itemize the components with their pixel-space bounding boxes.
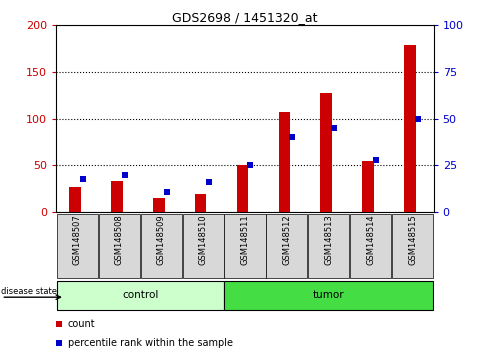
Text: control: control — [122, 290, 158, 300]
Bar — [237, 165, 248, 212]
Text: count: count — [68, 319, 95, 329]
FancyBboxPatch shape — [141, 214, 182, 278]
Text: GSM148507: GSM148507 — [73, 215, 82, 265]
Bar — [69, 187, 81, 212]
FancyBboxPatch shape — [308, 214, 349, 278]
Bar — [195, 194, 206, 212]
FancyBboxPatch shape — [350, 214, 392, 278]
FancyBboxPatch shape — [392, 214, 433, 278]
FancyBboxPatch shape — [98, 214, 140, 278]
Text: GSM148515: GSM148515 — [408, 215, 417, 265]
FancyBboxPatch shape — [224, 281, 433, 310]
FancyBboxPatch shape — [224, 214, 266, 278]
Text: GSM148514: GSM148514 — [366, 215, 375, 265]
FancyBboxPatch shape — [183, 214, 223, 278]
Text: GSM148513: GSM148513 — [324, 215, 333, 265]
Text: tumor: tumor — [313, 290, 344, 300]
Text: GSM148508: GSM148508 — [115, 215, 124, 265]
Bar — [278, 112, 290, 212]
Bar — [363, 161, 374, 212]
Text: percentile rank within the sample: percentile rank within the sample — [68, 338, 233, 348]
Bar — [111, 182, 122, 212]
Text: GSM148509: GSM148509 — [157, 215, 166, 265]
Title: GDS2698 / 1451320_at: GDS2698 / 1451320_at — [172, 11, 318, 24]
Text: disease state: disease state — [1, 287, 57, 296]
Text: GSM148510: GSM148510 — [198, 215, 208, 265]
FancyBboxPatch shape — [267, 214, 307, 278]
Bar — [320, 93, 332, 212]
Text: GSM148512: GSM148512 — [282, 215, 292, 265]
FancyBboxPatch shape — [57, 214, 98, 278]
Bar — [153, 198, 165, 212]
Text: GSM148511: GSM148511 — [241, 215, 249, 265]
Bar — [404, 45, 416, 212]
FancyBboxPatch shape — [57, 281, 223, 310]
